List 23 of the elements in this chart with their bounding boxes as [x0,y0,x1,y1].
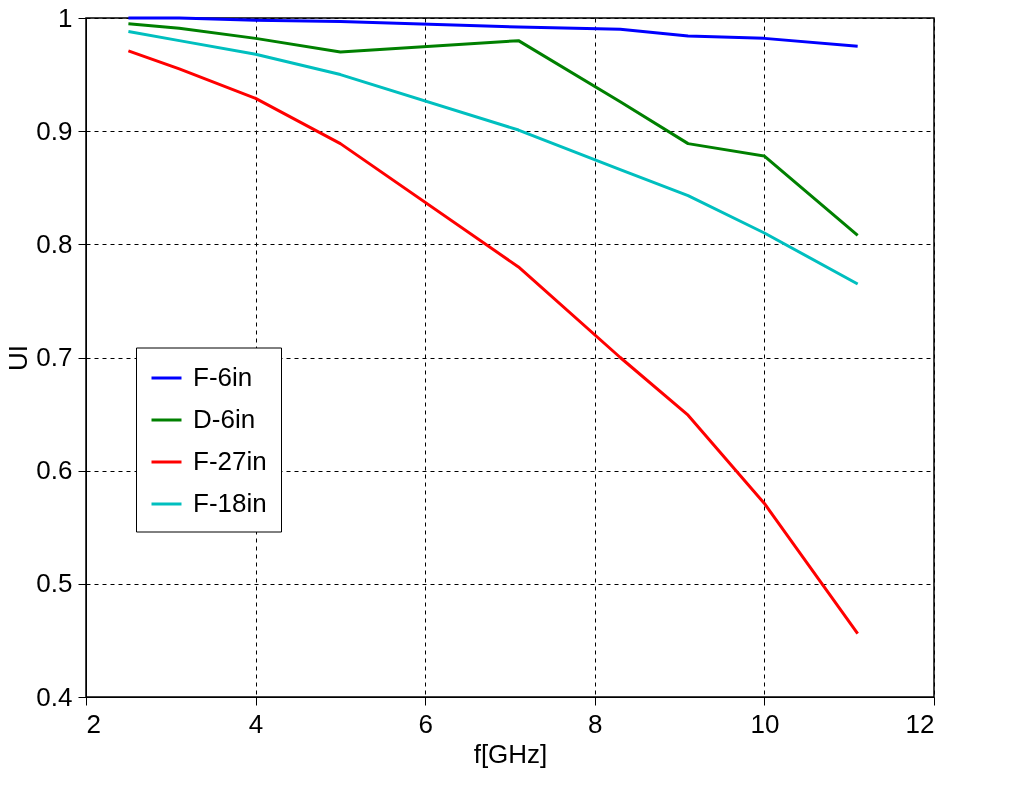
line-series [126,30,860,286]
x-tick-label: 8 [588,708,603,739]
y-axis-title: UI [3,345,34,371]
x-tick-label: 2 [86,708,101,739]
y-tick-label: 0.4 [36,681,73,712]
x-axis-title: f[GHz] [473,738,548,769]
x-tick-label: 6 [418,708,433,739]
line-series [126,16,860,48]
x-tick-label: 4 [248,708,264,739]
x-tick-label: 12 [905,708,935,739]
line-series [126,49,860,636]
line-series [126,22,860,237]
y-tick-label: 1 [58,2,73,33]
legend-label: F-27in [193,446,267,476]
legend-label: F-6in [193,362,253,392]
y-tick-label: 0.8 [36,228,73,259]
legend-label: D-6in [193,404,256,434]
y-tick-label: 0.6 [36,455,73,486]
x-tick-label: 10 [750,708,780,739]
y-tick-label: 0.7 [36,342,73,372]
legend-label: F-18in [193,488,267,518]
y-tick-label: 0.5 [36,568,73,599]
y-tick-label: 0.9 [36,115,73,146]
